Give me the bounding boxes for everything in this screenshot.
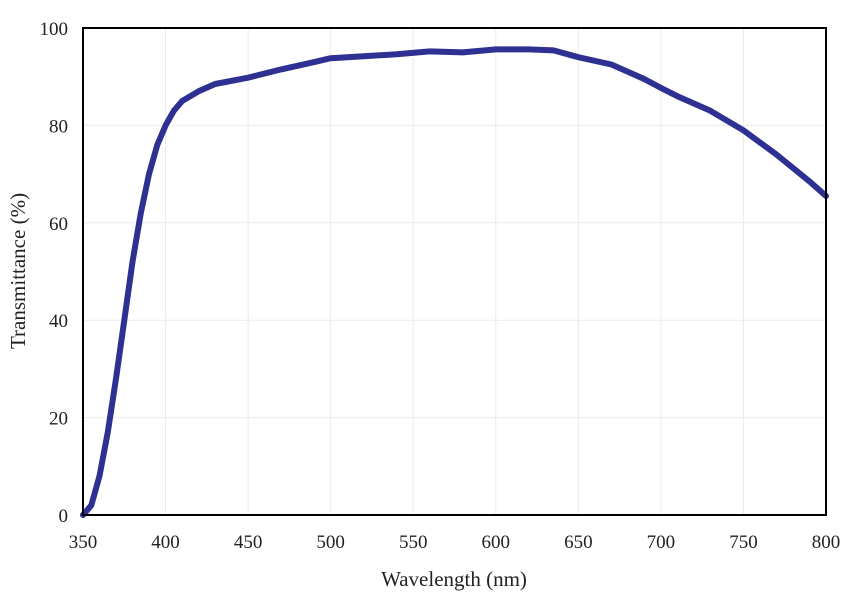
transmittance-line xyxy=(80,46,829,518)
y-tick-label: 40 xyxy=(49,311,68,332)
plot-frame xyxy=(82,27,827,516)
x-tick-label: 700 xyxy=(647,532,676,553)
x-tick-label: 750 xyxy=(729,532,758,553)
x-axis-label: Wavelength (nm) xyxy=(381,567,527,591)
y-tick-label: 60 xyxy=(49,214,68,235)
x-tick-labels: 350 400 450 500 550 600 650 700 750 800 xyxy=(69,532,841,553)
x-tick-label: 800 xyxy=(812,532,841,553)
x-tick-label: 450 xyxy=(234,532,263,553)
y-axis-label: Transmittance (%) xyxy=(6,193,30,349)
y-tick-label: 0 xyxy=(59,506,69,527)
y-tick-label: 20 xyxy=(49,409,68,430)
x-tick-label: 650 xyxy=(564,532,593,553)
x-tick-label: 600 xyxy=(482,532,511,553)
y-tick-label: 80 xyxy=(49,116,68,137)
y-tick-label: 100 xyxy=(40,19,69,40)
x-tick-label: 550 xyxy=(399,532,428,553)
gridlines xyxy=(82,27,827,516)
x-tick-label: 500 xyxy=(316,532,345,553)
x-tick-label: 400 xyxy=(151,532,180,553)
x-tick-label: 350 xyxy=(69,532,98,553)
y-tick-labels: 0 20 40 60 80 100 xyxy=(40,19,69,527)
